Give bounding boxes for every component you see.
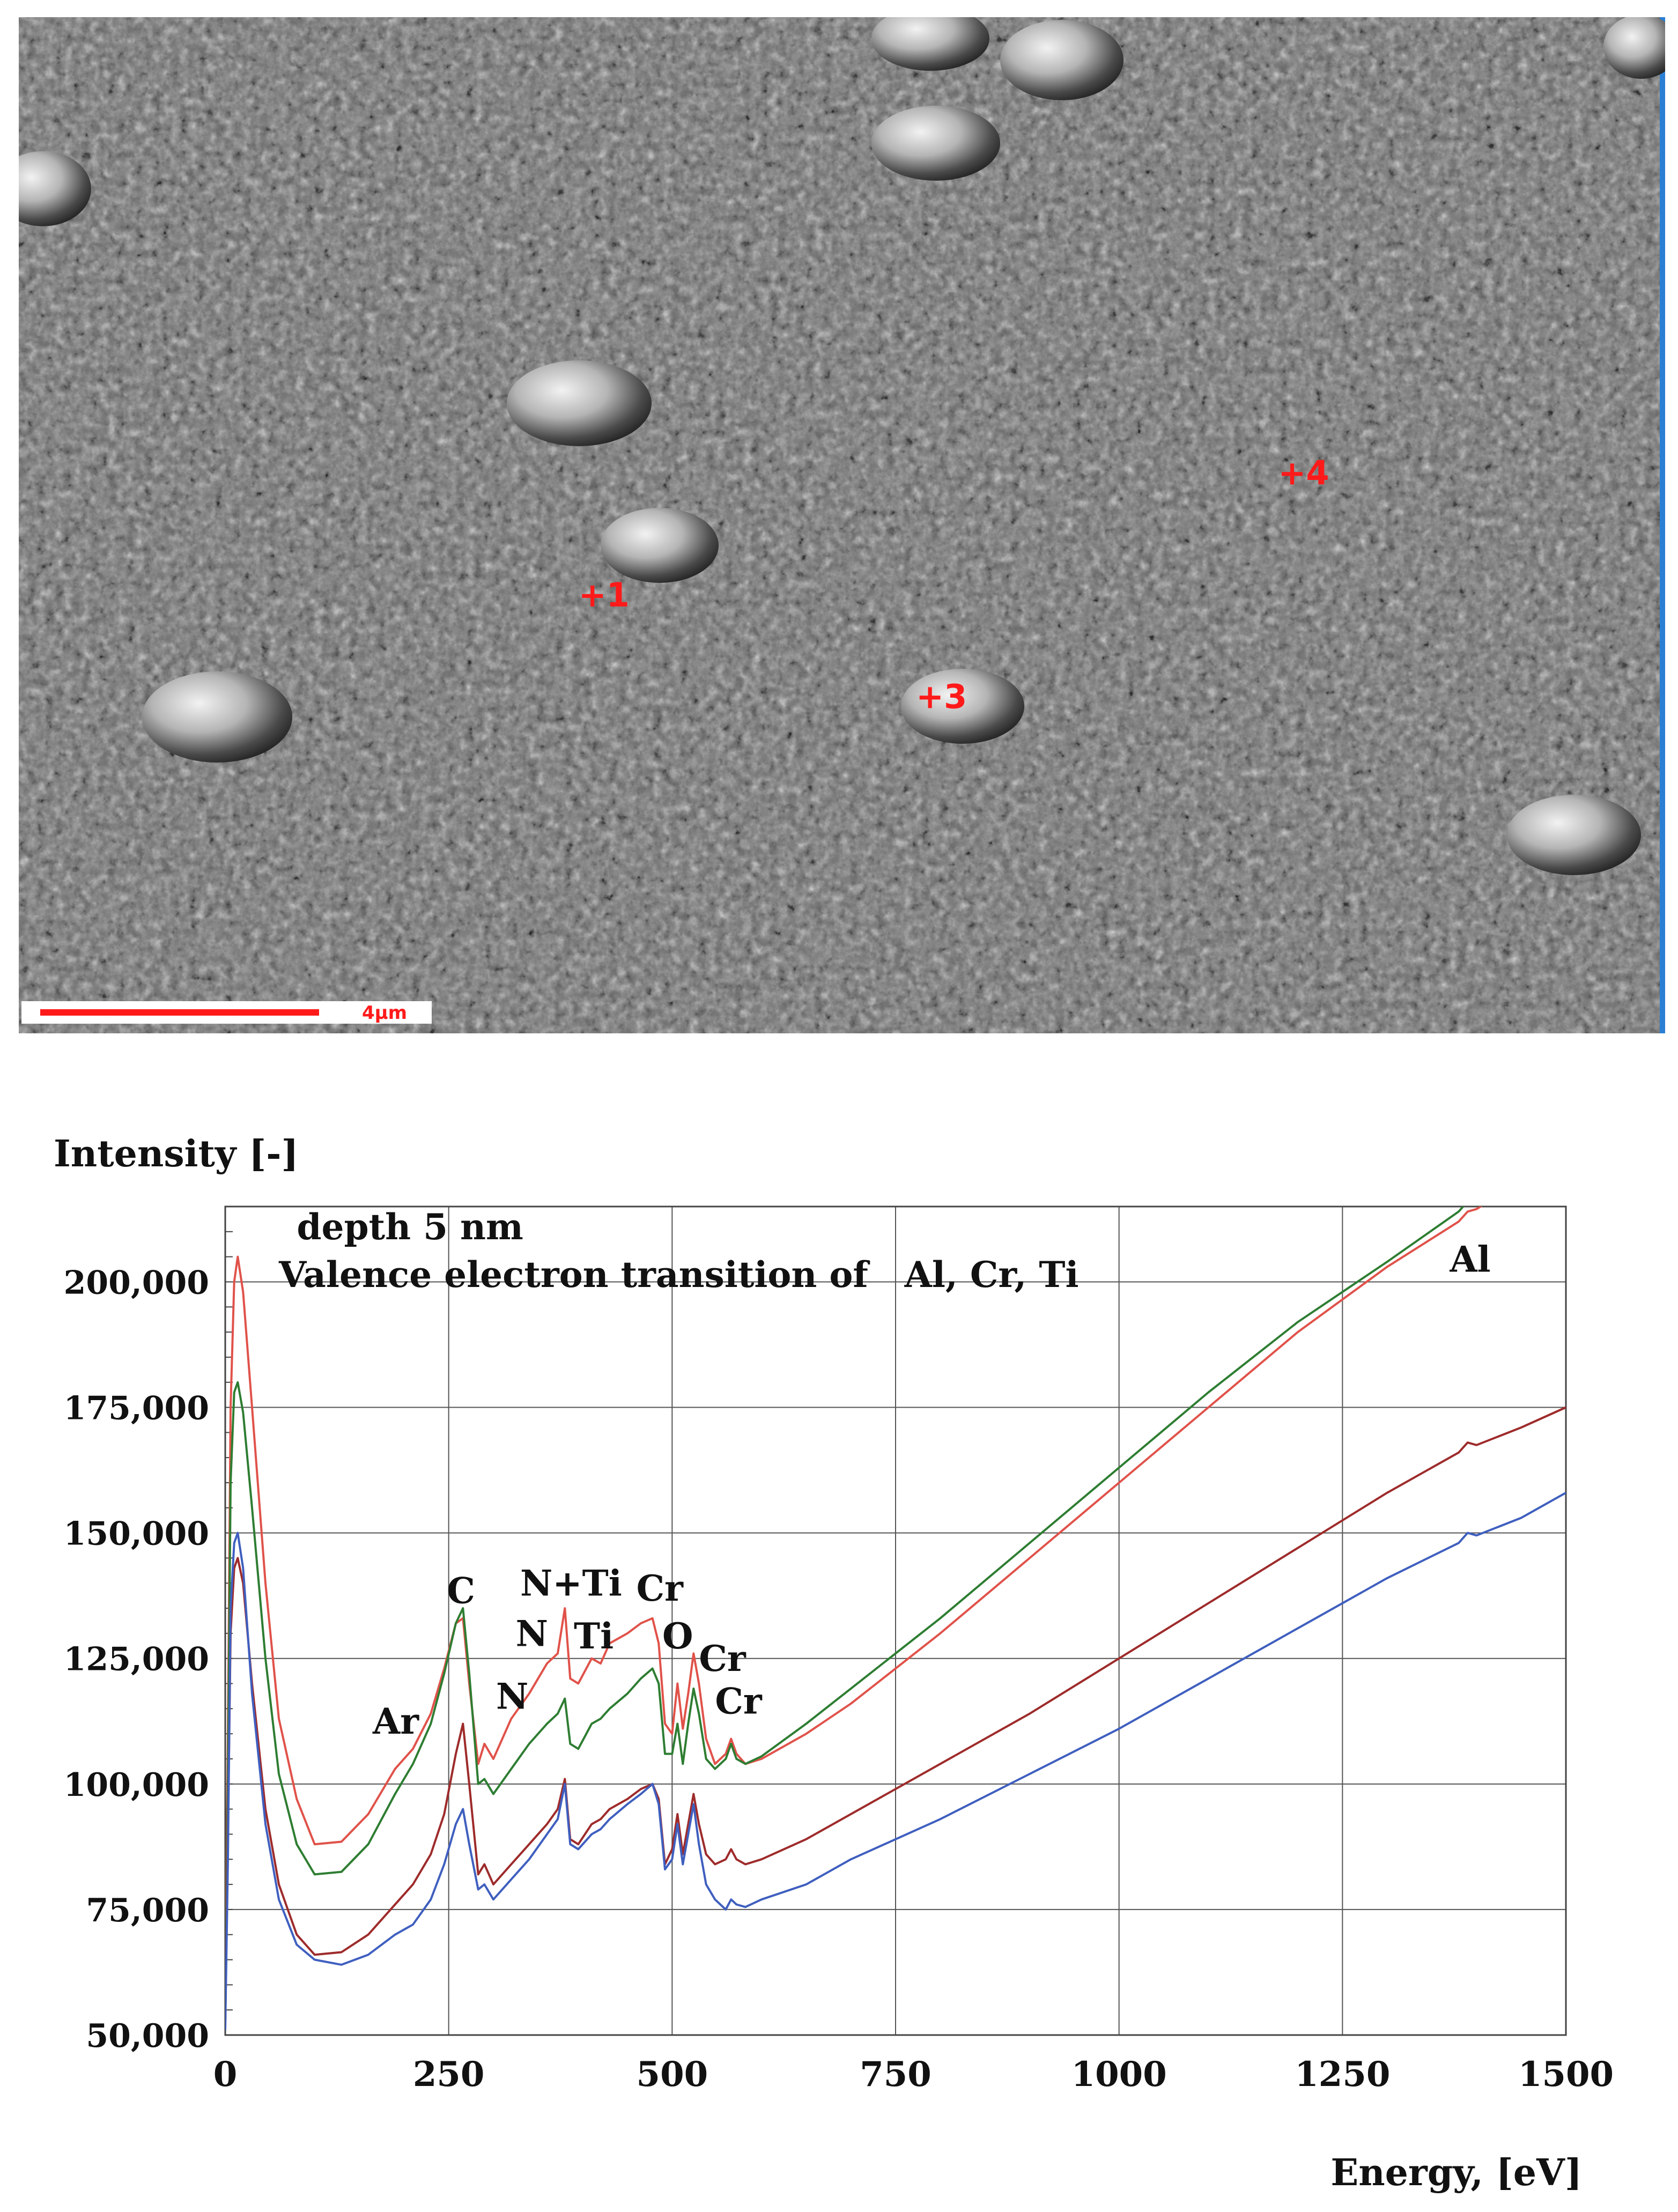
y-tick-label: 100,000 <box>64 1766 209 1804</box>
x-axis-title: Energy, [eV] <box>1330 2151 1582 2194</box>
series-group <box>225 1207 1566 2030</box>
annotation-label: Al <box>1449 1239 1490 1281</box>
y-tick-label: 150,000 <box>64 1515 209 1553</box>
annotation-label: Ar <box>372 1700 419 1742</box>
x-tick-label: 1500 <box>1518 2054 1614 2095</box>
droplet <box>1603 17 1665 79</box>
droplet <box>901 669 1024 744</box>
droplet <box>507 360 652 446</box>
micrograph-texture <box>19 17 1665 1033</box>
scale-bar-label-background <box>338 1001 432 1024</box>
droplet <box>601 508 719 583</box>
annotation-label: Cr <box>699 1638 746 1680</box>
grid <box>225 1207 1566 2036</box>
y-tick-label: 200,000 <box>64 1264 209 1301</box>
plot-frame <box>224 1205 1567 2036</box>
y-tick-label: 125,000 <box>64 1641 209 1678</box>
annotation-label: Cr <box>715 1681 763 1722</box>
annotation-label: O <box>662 1615 693 1657</box>
droplet <box>19 151 91 226</box>
annotation-label: Ti <box>574 1615 613 1657</box>
x-tick-label: 750 <box>860 2054 932 2095</box>
measurement-point-1: +1 <box>579 575 630 615</box>
y-axis: 50,000 75,000 100,000 125,000 150,000 175,000… <box>64 1206 233 2055</box>
sem-micrograph: +1 +2 +3 +4 4µm <box>19 17 1665 1033</box>
y-axis-title: Intensity [-] <box>54 1133 299 1175</box>
droplet <box>142 671 292 763</box>
annotation-label: N <box>516 1612 548 1654</box>
annotation-label: C <box>447 1570 475 1612</box>
y-tick-label: 175,000 <box>64 1390 209 1427</box>
spectrum-series-4 <box>225 1491 1566 2030</box>
scale-bar <box>40 1009 319 1016</box>
y-tick-label: 50,000 <box>86 2017 209 2055</box>
measurement-point-2: +2 <box>949 1031 1000 1033</box>
spectrum-series-1 <box>225 1207 1483 2010</box>
annotation-label: Cr <box>637 1567 684 1609</box>
annotations: depth 5 nm Valence electron transition of… <box>278 1206 1491 1742</box>
y-tick-label: 75,000 <box>86 1892 209 1929</box>
spectrum-chart: Intensity [-] Energy, [eV] 50,000 75,000 1… <box>54 1133 1614 2194</box>
measurement-point-4: +4 <box>1278 454 1329 493</box>
x-axis: 0 250 500 750 1000 1250 1500 <box>213 2054 1614 2095</box>
droplet <box>1000 20 1123 100</box>
annotation-label: N <box>496 1675 528 1717</box>
annotation-label: depth 5 nm <box>297 1206 523 1248</box>
annotation-label: Valence electron transition of <box>278 1254 870 1296</box>
droplet <box>871 17 989 71</box>
measurement-point-3: +3 <box>916 677 967 716</box>
measurement-points: +1 +2 +3 +4 <box>579 454 1329 1033</box>
droplets <box>19 17 1665 875</box>
x-tick-label: 0 <box>213 2054 238 2095</box>
x-tick-label: 1250 <box>1295 2054 1390 2095</box>
droplet <box>871 106 1000 181</box>
x-tick-label: 500 <box>637 2054 708 2095</box>
micrograph-right-edge <box>1660 17 1665 1033</box>
annotation-label: N+Ti <box>520 1563 622 1604</box>
x-tick-label: 250 <box>413 2054 485 2095</box>
droplet <box>1507 795 1641 875</box>
spectrum-series-3 <box>225 1406 1566 2025</box>
x-tick-label: 1000 <box>1071 2054 1167 2095</box>
spectrum-series-2 <box>225 1207 1465 2020</box>
annotation-label: Al, Cr, Ti <box>904 1254 1079 1296</box>
scale-bar-label: 4µm <box>362 1002 407 1024</box>
